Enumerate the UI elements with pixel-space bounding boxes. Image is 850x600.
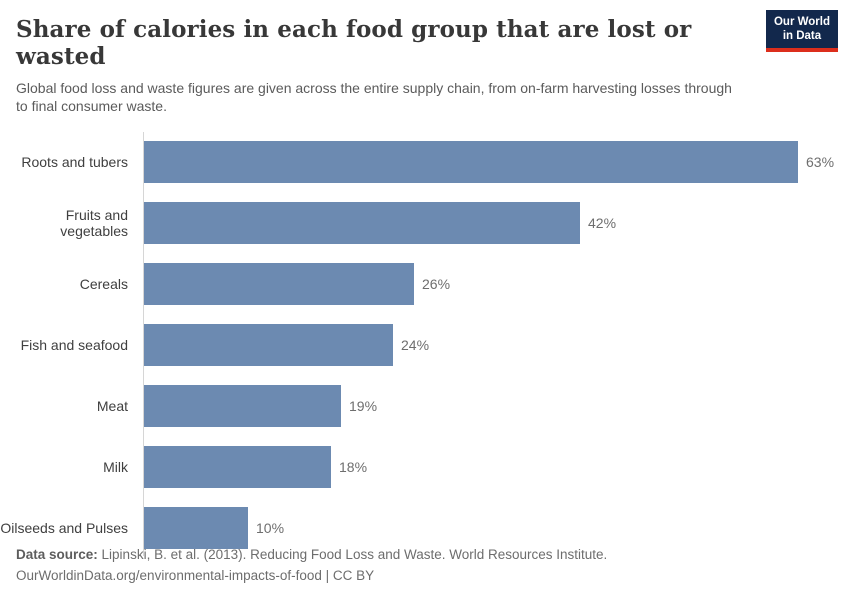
y-axis-line: [143, 131, 144, 556]
chart-bar-row: Oilseeds and Pulses 10%: [0, 506, 850, 549]
bar[interactable]: [144, 140, 798, 183]
chart-bar-row: Fruits and vegetables 42%: [0, 201, 850, 244]
bar-area: 42%: [138, 201, 850, 244]
data-source-label: Data source:: [16, 547, 98, 563]
bar-area: 63%: [138, 140, 850, 183]
owid-logo[interactable]: Our World in Data: [765, 10, 838, 52]
license-line[interactable]: OurWorldinData.org/environmental-impacts…: [16, 568, 375, 584]
chart-subtitle: Global food loss and waste figures are g…: [16, 80, 732, 115]
data-source-text: Lipinski, B. et al. (2013). Reducing Foo…: [101, 547, 608, 563]
chart-bar-row: Fish and seafood 24%: [0, 323, 850, 366]
category-label: Oilseeds and Pulses: [0, 519, 128, 536]
owid-logo-line2: in Data: [782, 30, 822, 43]
bar[interactable]: [144, 384, 341, 427]
chart-bar-row: Milk 18%: [0, 445, 850, 488]
chart-bar-row: Cereals 26%: [0, 262, 850, 305]
data-source-line: Data source: Lipinski, B. et al. (2013).…: [16, 545, 607, 566]
bar-chart: Roots and tubers 63% Fruits and vegetables…: [0, 131, 850, 556]
bar[interactable]: [144, 506, 248, 549]
bar-area: 10%: [138, 506, 850, 549]
value-label: 19%: [349, 397, 378, 414]
chart-bar-row: Roots and tubers 63%: [0, 140, 850, 183]
bar[interactable]: [144, 262, 414, 305]
value-label: 24%: [401, 336, 430, 353]
chart-bar-row: Meat 19%: [0, 384, 850, 427]
bar-area: 26%: [138, 262, 850, 305]
category-label: Fruits and vegetables: [60, 206, 128, 239]
category-label: Fish and seafood: [20, 336, 128, 353]
bar-area: 19%: [138, 384, 850, 427]
value-label: 42%: [588, 214, 617, 231]
category-label: Milk: [103, 458, 128, 475]
owid-logo-line1: Our World: [773, 16, 830, 28]
value-label: 63%: [806, 153, 835, 170]
value-label: 10%: [256, 519, 285, 536]
bar-area: 24%: [138, 323, 850, 366]
category-label: Meat: [96, 397, 128, 414]
bar-rows-container: Roots and tubers 63% Fruits and vegetables…: [0, 140, 850, 549]
value-label: 18%: [339, 458, 368, 475]
value-label: 26%: [422, 275, 451, 292]
page-title: Share of calories in each food group tha…: [16, 16, 692, 70]
bar[interactable]: [144, 201, 580, 244]
chart-header: Share of calories in each food group tha…: [0, 0, 850, 116]
category-label: Roots and tubers: [21, 153, 128, 170]
bar[interactable]: [144, 323, 393, 366]
bar[interactable]: [144, 445, 331, 488]
chart-footer: Data source: Lipinski, B. et al. (2013).…: [16, 545, 607, 587]
category-label: Cereals: [79, 275, 128, 292]
bar-area: 18%: [138, 445, 850, 488]
